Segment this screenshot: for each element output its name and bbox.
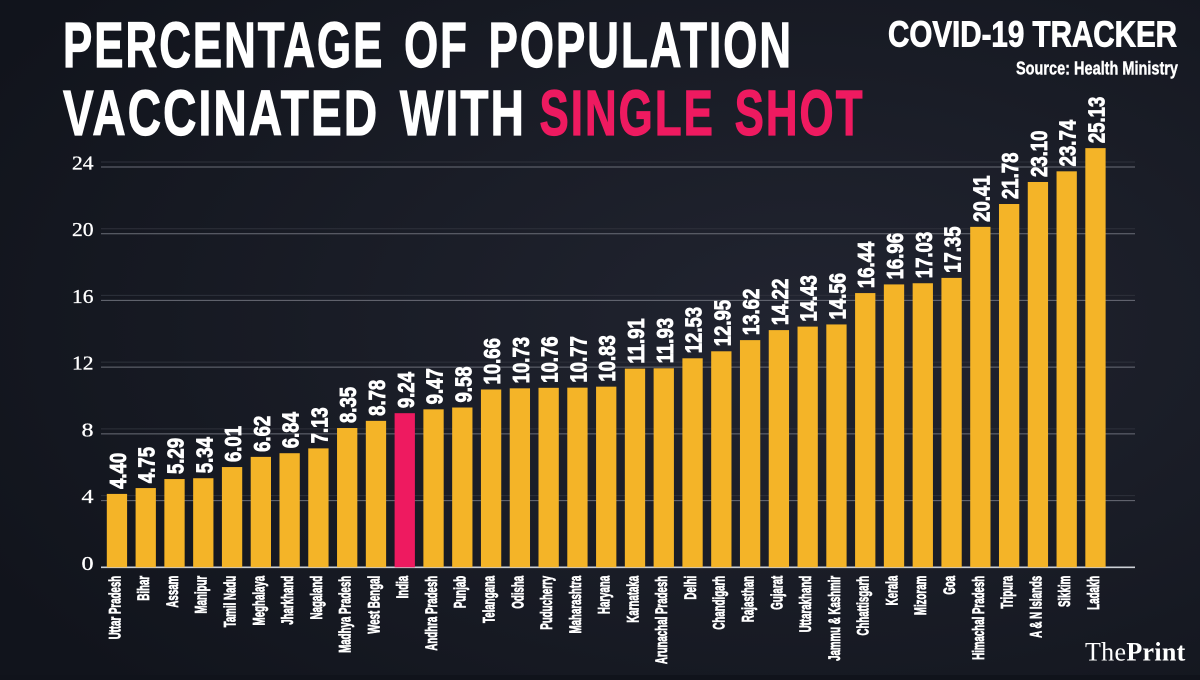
- svg-text:Chandigarh: Chandigarh: [709, 576, 729, 630]
- svg-text:Manipur: Manipur: [191, 575, 211, 613]
- svg-text:Source: Health Ministry: Source: Health Ministry: [1016, 58, 1179, 79]
- svg-text:Delhi: Delhi: [680, 576, 700, 600]
- svg-text:West Bengal: West Bengal: [363, 576, 383, 634]
- svg-text:14.56: 14.56: [825, 273, 851, 319]
- svg-text:9.24: 9.24: [394, 372, 420, 408]
- svg-text:11.93: 11.93: [653, 318, 679, 363]
- svg-text:PERCENTAGE OF POPULATION: PERCENTAGE OF POPULATION: [63, 9, 793, 81]
- svg-text:12.95: 12.95: [710, 300, 736, 347]
- svg-text:10.66: 10.66: [480, 338, 506, 384]
- svg-text:Kerala: Kerala: [881, 576, 901, 606]
- svg-text:Himachal Pradesh: Himachal Pradesh: [968, 576, 988, 660]
- svg-text:9.58: 9.58: [451, 366, 477, 402]
- svg-text:10.73: 10.73: [509, 337, 535, 383]
- svg-text:9.47: 9.47: [423, 368, 449, 404]
- svg-text:23.74: 23.74: [1056, 120, 1082, 167]
- svg-text:Telangana: Telangana: [479, 576, 499, 623]
- svg-text:5.29: 5.29: [164, 438, 190, 474]
- svg-text:24: 24: [72, 153, 94, 175]
- svg-text:8.78: 8.78: [365, 380, 391, 416]
- svg-text:India: India: [392, 576, 412, 599]
- svg-text:Ladakh: Ladakh: [1083, 576, 1103, 610]
- svg-text:Sikkim: Sikkim: [1054, 576, 1074, 607]
- svg-text:23.10: 23.10: [1027, 131, 1053, 177]
- svg-text:Mizoram: Mizoram: [910, 576, 930, 615]
- svg-text:Arunachal Pradesh: Arunachal Pradesh: [651, 576, 671, 664]
- svg-text:Gujarat: Gujarat: [766, 576, 786, 610]
- svg-text:20.41: 20.41: [969, 175, 995, 222]
- svg-text:7.13: 7.13: [307, 407, 333, 443]
- svg-text:Andhra Pradesh: Andhra Pradesh: [421, 576, 441, 651]
- svg-text:Assam: Assam: [162, 576, 182, 608]
- svg-text:Uttar Pradesh: Uttar Pradesh: [104, 576, 124, 640]
- svg-text:25.13: 25.13: [1084, 97, 1110, 143]
- svg-text:0: 0: [82, 553, 94, 575]
- svg-text:Uttarakhand: Uttarakhand: [795, 576, 815, 633]
- svg-text:SINGLE SHOT: SINGLE SHOT: [540, 77, 865, 149]
- svg-text:8.35: 8.35: [336, 387, 362, 423]
- svg-text:VACCINATED WITH: VACCINATED WITH: [63, 77, 526, 149]
- svg-text:Haryana: Haryana: [594, 576, 614, 614]
- svg-text:COVID-19 TRACKER: COVID-19 TRACKER: [888, 14, 1177, 55]
- svg-text:Puducherry: Puducherry: [536, 576, 556, 630]
- svg-text:Odisha: Odisha: [507, 576, 527, 609]
- svg-text:4.40: 4.40: [106, 453, 132, 489]
- svg-text:Madhya Pradesh: Madhya Pradesh: [335, 576, 355, 653]
- svg-text:6.01: 6.01: [221, 426, 247, 462]
- svg-text:10.77: 10.77: [566, 336, 592, 382]
- svg-text:Goa: Goa: [939, 576, 959, 595]
- svg-text:ThePrint: ThePrint: [1085, 638, 1186, 667]
- svg-text:Tamil Nadu: Tamil Nadu: [219, 576, 239, 627]
- svg-text:Maharashtra: Maharashtra: [565, 576, 585, 634]
- svg-text:8: 8: [82, 419, 94, 441]
- svg-text:Karnataka: Karnataka: [622, 576, 642, 623]
- svg-text:Bihar: Bihar: [133, 575, 153, 600]
- svg-text:12: 12: [72, 353, 94, 375]
- svg-text:Jammu & Kashmir: Jammu & Kashmir: [824, 575, 844, 660]
- svg-text:Punjab: Punjab: [450, 576, 470, 608]
- svg-text:6.84: 6.84: [279, 412, 305, 448]
- svg-text:16.44: 16.44: [854, 241, 880, 288]
- svg-text:11.91: 11.91: [624, 318, 650, 364]
- svg-text:Rajasthan: Rajasthan: [738, 576, 758, 622]
- svg-text:5.34: 5.34: [192, 437, 218, 473]
- svg-text:14.43: 14.43: [797, 275, 823, 321]
- svg-text:14.22: 14.22: [768, 279, 794, 325]
- svg-text:10.83: 10.83: [595, 335, 621, 381]
- svg-text:4.75: 4.75: [135, 447, 161, 483]
- svg-text:13.62: 13.62: [739, 289, 765, 335]
- svg-text:12.53: 12.53: [682, 307, 708, 353]
- svg-text:Meghalaya: Meghalaya: [248, 576, 268, 626]
- svg-text:16: 16: [72, 286, 94, 308]
- svg-text:6.62: 6.62: [250, 416, 276, 452]
- svg-text:Chhattisgarh: Chhattisgarh: [853, 576, 873, 636]
- svg-text:16.96: 16.96: [883, 233, 909, 279]
- svg-text:21.78: 21.78: [998, 152, 1024, 199]
- svg-text:Nagaland: Nagaland: [306, 576, 326, 620]
- svg-text:A & N Islands: A & N Islands: [1025, 576, 1045, 638]
- svg-text:20: 20: [72, 219, 94, 241]
- svg-text:10.76: 10.76: [538, 336, 564, 382]
- svg-text:4: 4: [82, 486, 94, 508]
- svg-text:Jharkhand: Jharkhand: [277, 576, 297, 625]
- svg-text:17.35: 17.35: [941, 226, 967, 273]
- svg-text:17.03: 17.03: [912, 232, 938, 278]
- svg-text:Tripura: Tripura: [997, 576, 1017, 609]
